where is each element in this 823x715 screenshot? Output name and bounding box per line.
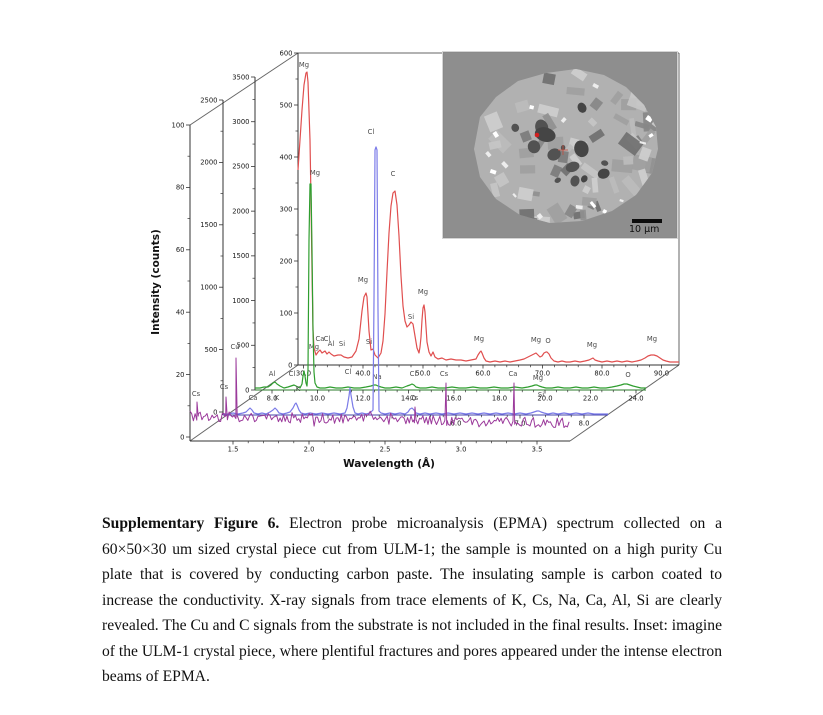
- peak-label-C: C: [391, 170, 396, 178]
- svg-text:50.0: 50.0: [415, 370, 430, 378]
- svg-text:400: 400: [280, 153, 293, 161]
- scalebar: [632, 219, 662, 223]
- peak-label-Mg: Mg: [474, 335, 484, 343]
- svg-text:40: 40: [176, 309, 185, 317]
- peak-label-Si: Si: [538, 391, 544, 399]
- caption-lead: Supplementary Figure 6.: [102, 515, 280, 532]
- peak-label-Mg: Mg: [358, 276, 368, 284]
- svg-text:20.0: 20.0: [537, 395, 552, 403]
- svg-text:1500: 1500: [200, 221, 217, 229]
- peak-label-Mg: Mg: [310, 169, 320, 177]
- svg-text:70.0: 70.0: [535, 370, 550, 378]
- svg-text:500: 500: [280, 101, 293, 109]
- svg-text:0: 0: [288, 361, 292, 369]
- svg-text:100: 100: [280, 309, 293, 317]
- peak-label-Mg: Mg: [299, 61, 309, 69]
- peak-label-Mg: Mg: [587, 341, 597, 349]
- spectrum-purple: 0 20 40 60 80 100 1.5 2.0 2.5 3.0 3.5 Cs Cs Cu Cs Cs Ca: [172, 121, 570, 454]
- svg-text:14.0: 14.0: [401, 395, 416, 403]
- peak-label-Al: Al: [269, 370, 276, 378]
- svg-text:2.5: 2.5: [380, 446, 391, 454]
- peak-label-Si: Si: [408, 313, 414, 321]
- peak-label-Cl: Cl: [345, 368, 352, 376]
- svg-text:80.0: 80.0: [594, 370, 609, 378]
- svg-text:2.0: 2.0: [304, 446, 315, 454]
- sem-texture: [444, 53, 676, 237]
- svg-text:8.0: 8.0: [579, 420, 590, 428]
- peak-label-Ca: Ca: [249, 394, 258, 402]
- peak-label-Mg: Mg: [647, 335, 657, 343]
- svg-text:300: 300: [280, 205, 293, 213]
- svg-text:60.0: 60.0: [475, 370, 490, 378]
- svg-text:600: 600: [280, 49, 293, 57]
- svg-text:1000: 1000: [232, 297, 249, 305]
- y-axis-title: Intensity (counts): [150, 229, 162, 335]
- analysis-spot-dot: [534, 132, 540, 138]
- svg-text:2000: 2000: [200, 159, 217, 167]
- peak-label-O: O: [625, 371, 630, 379]
- peak-label-Ca: Ca: [316, 335, 325, 343]
- svg-text:500: 500: [205, 346, 218, 354]
- svg-text:3.5: 3.5: [532, 446, 543, 454]
- svg-text:12.0: 12.0: [355, 395, 370, 403]
- figure-caption: Supplementary Figure 6. Electron probe m…: [102, 511, 722, 690]
- peak-label-Cs: Cs: [192, 390, 201, 398]
- svg-text:8.0: 8.0: [267, 395, 278, 403]
- peak-label-Al: Al: [328, 340, 335, 348]
- svg-text:10.0: 10.0: [310, 395, 325, 403]
- peak-label-Cl: Cl: [289, 370, 296, 378]
- svg-text:90.0: 90.0: [654, 370, 669, 378]
- scalebar-label: 10 μm: [629, 224, 660, 235]
- peak-label-K: K: [296, 385, 301, 393]
- svg-text:3000: 3000: [232, 118, 249, 126]
- svg-text:18.0: 18.0: [492, 395, 507, 403]
- svg-text:60: 60: [176, 246, 185, 254]
- peak-label-Cs: Cs: [410, 394, 419, 402]
- svg-text:80: 80: [176, 184, 185, 192]
- x-axis-title: Wavelength (Å): [343, 458, 435, 470]
- svg-text:0: 0: [213, 408, 217, 416]
- peak-label-Si: Si: [339, 340, 345, 348]
- peak-label-Na: Na: [372, 373, 381, 381]
- svg-text:1.5: 1.5: [228, 446, 239, 454]
- svg-text:6.0: 6.0: [451, 420, 462, 428]
- svg-text:3500: 3500: [232, 73, 249, 81]
- svg-text:2000: 2000: [232, 207, 249, 215]
- peak-label-Mg: Mg: [418, 288, 428, 296]
- peak-label-Cu: Cu: [230, 343, 239, 351]
- svg-text:1000: 1000: [200, 284, 217, 292]
- peak-label-Cs: Cs: [220, 383, 229, 391]
- svg-text:200: 200: [280, 257, 293, 265]
- svg-text:22.0: 22.0: [583, 395, 598, 403]
- peak-label-O: O: [545, 337, 550, 345]
- peak-label-K: K: [275, 394, 280, 402]
- peak-label-Mg: Mg: [531, 336, 541, 344]
- svg-text:20: 20: [176, 371, 185, 379]
- caption-body: Electron probe microanalysis (EPMA) spec…: [102, 515, 722, 685]
- peak-label-Cl: Cl: [368, 128, 375, 136]
- svg-text:16.0: 16.0: [446, 395, 461, 403]
- peak-label-Mg: Mg: [533, 374, 543, 382]
- svg-text:40.0: 40.0: [355, 370, 370, 378]
- svg-text:2500: 2500: [232, 163, 249, 171]
- peak-label-Cs: Cs: [440, 370, 449, 378]
- svg-text:24.0: 24.0: [628, 395, 643, 403]
- peak-label-Ca: Ca: [509, 370, 518, 378]
- peak-label-Si: Si: [366, 338, 372, 346]
- svg-text:500: 500: [237, 342, 250, 350]
- peak-label-Cl: Cl: [410, 370, 417, 378]
- svg-text:2500: 2500: [200, 96, 217, 104]
- svg-text:3.0: 3.0: [456, 446, 467, 454]
- svg-text:0: 0: [245, 386, 249, 394]
- svg-text:1500: 1500: [232, 252, 249, 260]
- svg-text:7.0: 7.0: [515, 420, 526, 428]
- sem-inset-image: 10 μm: [442, 51, 678, 239]
- svg-text:0: 0: [180, 433, 184, 441]
- peak-label-Cl: Cl: [324, 335, 331, 343]
- svg-text:100: 100: [172, 121, 185, 129]
